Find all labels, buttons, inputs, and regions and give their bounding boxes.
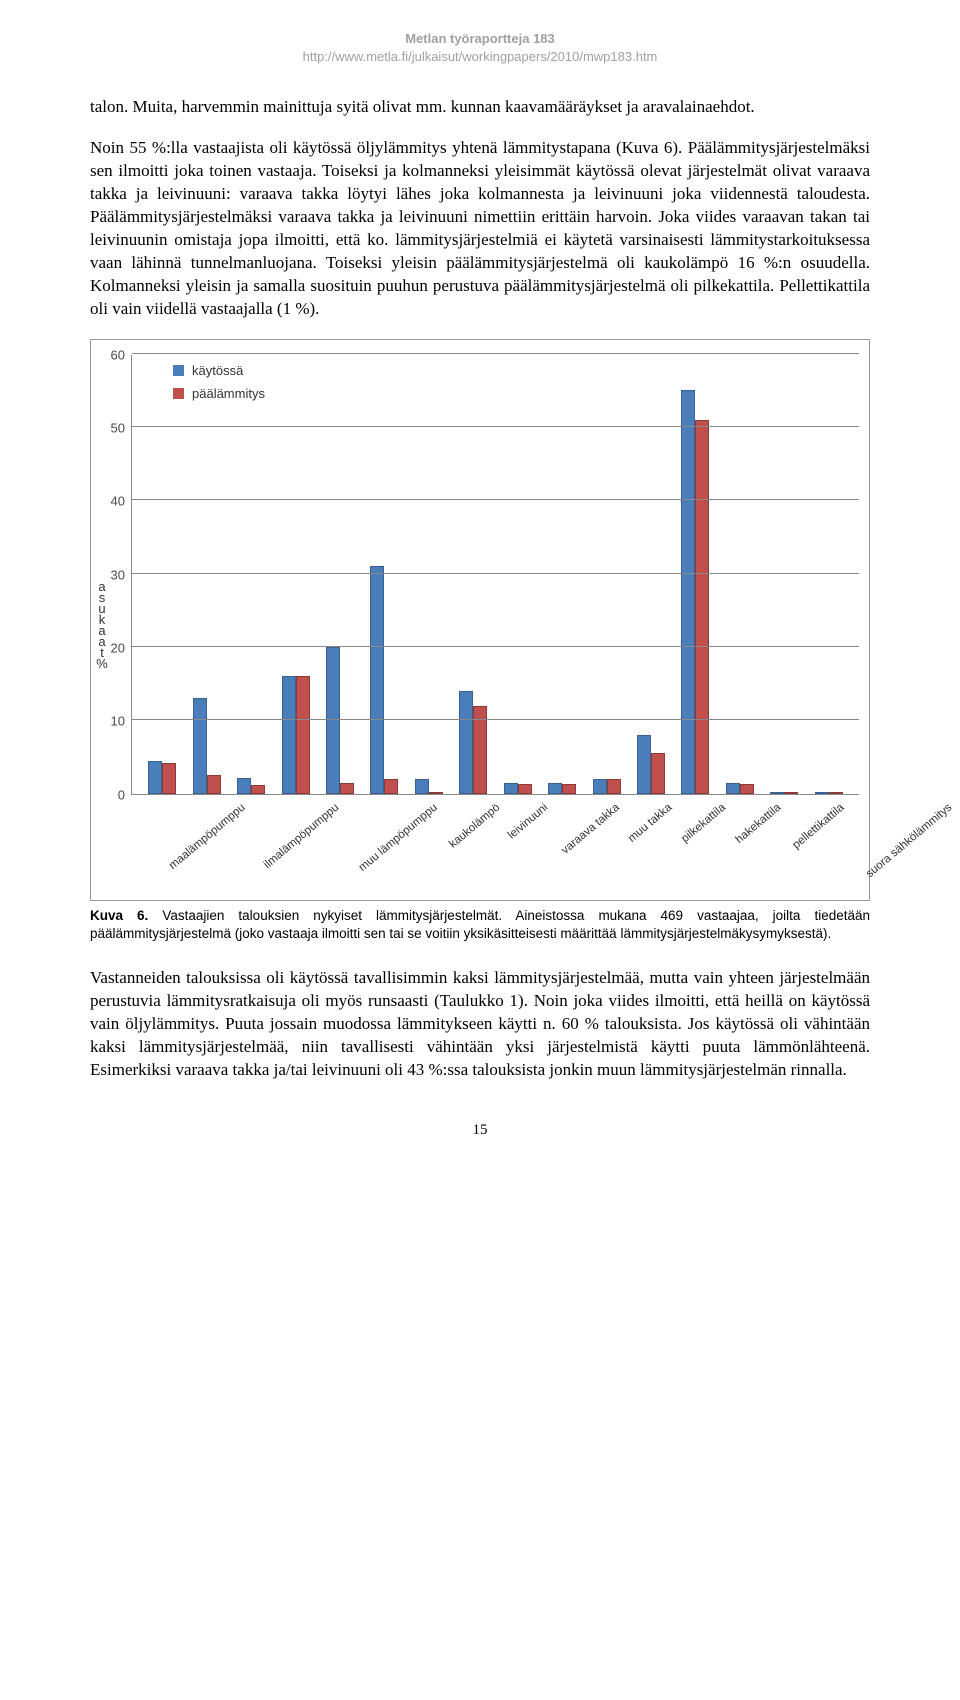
bar-group bbox=[584, 779, 628, 794]
paragraph-1: talon. Muita, harvemmin mainittuja syitä… bbox=[90, 96, 870, 119]
bar-kaytossa bbox=[637, 735, 651, 794]
bar-paalammitys bbox=[562, 784, 576, 794]
bar-group bbox=[496, 783, 540, 794]
gridline bbox=[132, 646, 859, 647]
bar-group bbox=[140, 761, 184, 794]
x-tick-label: suora sähkölämmitys bbox=[864, 801, 960, 947]
bar-paalammitys bbox=[607, 779, 621, 794]
bar-kaytossa bbox=[726, 783, 740, 794]
y-tick-label: 10 bbox=[111, 714, 125, 729]
y-tick-label: 40 bbox=[111, 494, 125, 509]
chart: käytössäpäälämmitys asukaat% 01020304050… bbox=[101, 355, 859, 895]
bar-group bbox=[229, 778, 273, 794]
bar-group bbox=[540, 783, 584, 794]
bar-paalammitys bbox=[695, 420, 709, 794]
bar-group bbox=[673, 390, 717, 793]
bar-kaytossa bbox=[193, 698, 207, 793]
bar-group bbox=[762, 792, 806, 794]
bar-kaytossa bbox=[548, 783, 562, 794]
plot-area bbox=[131, 355, 859, 795]
bar-kaytossa bbox=[237, 778, 251, 794]
paragraph-2: Noin 55 %:lla vastaajista oli käytössä ö… bbox=[90, 137, 870, 321]
bar-group bbox=[807, 792, 851, 794]
bar-kaytossa bbox=[593, 779, 607, 794]
bar-group bbox=[318, 647, 362, 794]
bar-kaytossa bbox=[681, 390, 695, 793]
paragraph-3: Vastanneiden talouksissa oli käytössä ta… bbox=[90, 967, 870, 1082]
bar-paalammitys bbox=[340, 783, 354, 794]
y-axis-label: asukaat% bbox=[95, 581, 109, 669]
gridline bbox=[132, 499, 859, 500]
bar-kaytossa bbox=[282, 676, 296, 793]
y-axis: asukaat% 0102030405060 bbox=[101, 355, 131, 895]
bar-kaytossa bbox=[815, 792, 829, 794]
chart-caption: Kuva 6. Vastaajien talouksien nykyiset l… bbox=[90, 907, 870, 943]
header-title: Metlan työraportteja 183 bbox=[90, 30, 870, 48]
bar-paalammitys bbox=[829, 792, 843, 794]
y-tick-label: 50 bbox=[111, 421, 125, 436]
gridline bbox=[132, 353, 859, 354]
bar-group bbox=[362, 566, 406, 793]
bar-paalammitys bbox=[784, 792, 798, 794]
bar-paalammitys bbox=[251, 785, 265, 794]
bar-paalammitys bbox=[162, 763, 176, 794]
y-tick-label: 60 bbox=[111, 347, 125, 362]
bar-kaytossa bbox=[770, 792, 784, 794]
bar-group bbox=[407, 779, 451, 794]
y-tick-label: 20 bbox=[111, 641, 125, 656]
header-url: http://www.metla.fi/julkaisut/workingpap… bbox=[90, 48, 870, 66]
page-header: Metlan työraportteja 183 http://www.metl… bbox=[90, 30, 870, 66]
bars-container bbox=[132, 355, 859, 794]
bar-kaytossa bbox=[459, 691, 473, 794]
bar-kaytossa bbox=[504, 783, 518, 794]
gridline bbox=[132, 573, 859, 574]
gridline bbox=[132, 426, 859, 427]
y-tick-label: 0 bbox=[118, 787, 125, 802]
bar-paalammitys bbox=[429, 792, 443, 794]
bar-paalammitys bbox=[651, 753, 665, 793]
caption-label: Kuva 6. bbox=[90, 908, 148, 923]
bar-paalammitys bbox=[518, 784, 532, 794]
page-number: 15 bbox=[90, 1122, 870, 1139]
caption-text: Vastaajien talouksien nykyiset lämmitysj… bbox=[90, 908, 870, 941]
bar-paalammitys bbox=[740, 784, 754, 794]
bar-group bbox=[184, 698, 228, 793]
bar-group bbox=[273, 676, 317, 793]
bar-kaytossa bbox=[415, 779, 429, 794]
bar-kaytossa bbox=[370, 566, 384, 793]
bar-group bbox=[629, 735, 673, 794]
bar-kaytossa bbox=[148, 761, 162, 794]
bar-paalammitys bbox=[207, 775, 221, 793]
bar-paalammitys bbox=[384, 779, 398, 794]
y-tick-label: 30 bbox=[111, 567, 125, 582]
bar-paalammitys bbox=[296, 676, 310, 793]
bar-kaytossa bbox=[326, 647, 340, 794]
bar-group bbox=[451, 691, 495, 794]
bar-group bbox=[718, 783, 762, 794]
gridline bbox=[132, 719, 859, 720]
chart-container: käytössäpäälämmitys asukaat% 01020304050… bbox=[90, 339, 870, 901]
x-axis-labels: maalämpöpumppuilmalämpöpumppumuu lämpöpu… bbox=[131, 795, 849, 895]
